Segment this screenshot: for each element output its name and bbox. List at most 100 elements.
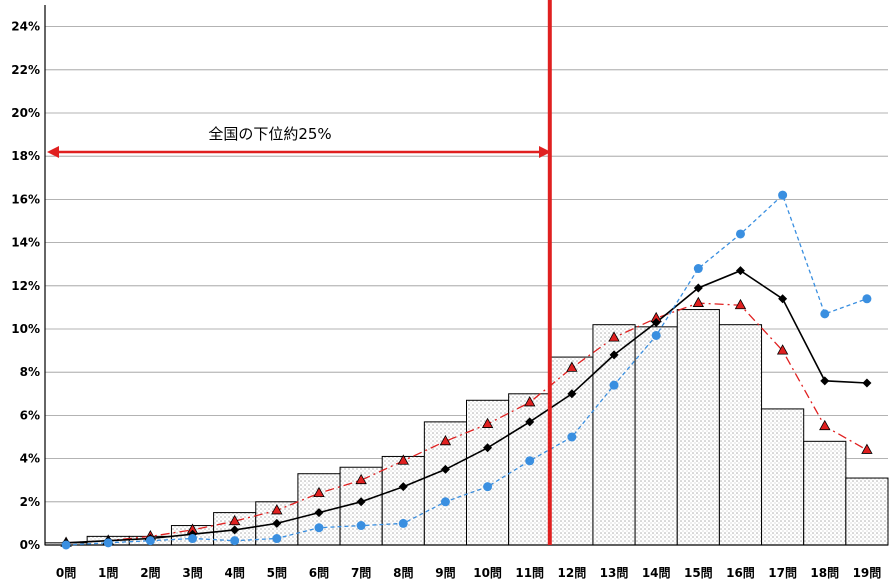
circle-marker [314, 523, 324, 533]
x-tick-label: 19問 [853, 566, 882, 580]
triangle-marker [355, 473, 367, 485]
y-tick-label: 0% [20, 538, 40, 552]
x-tick-label: 6問 [309, 566, 329, 580]
bar [803, 440, 847, 546]
series-line-diamond [66, 269, 867, 544]
diamond-marker [862, 378, 872, 388]
series-markers [60, 190, 873, 550]
series-line-circle [66, 193, 868, 546]
triangle-marker [439, 434, 452, 446]
diamond-marker [440, 464, 450, 474]
triangle-marker [734, 298, 747, 310]
y-tick-label: 16% [11, 192, 40, 206]
bar [676, 309, 720, 546]
diamond-marker [567, 389, 577, 399]
x-tick-label: 0問 [56, 566, 76, 580]
circle-marker [61, 540, 71, 550]
x-tick-label: 2問 [140, 566, 160, 580]
diamond-marker [820, 376, 830, 386]
diamond-marker [651, 318, 661, 328]
circle-marker [145, 536, 155, 546]
x-tick-label: 12問 [558, 566, 587, 580]
triangle-marker [271, 504, 283, 515]
bar [381, 455, 425, 546]
triangle-marker [608, 331, 620, 342]
x-tick-label: 5問 [267, 566, 287, 580]
circle-marker [567, 432, 577, 442]
bar [718, 324, 763, 546]
x-tick-label: 3問 [182, 566, 202, 580]
triangle-marker [481, 417, 494, 428]
x-tick-label: 7問 [351, 566, 371, 580]
triangle-marker [566, 361, 578, 372]
arrow-head-right [539, 146, 551, 158]
y-tick-label: 14% [11, 236, 40, 250]
arrow-head-left [47, 146, 59, 158]
y-tick-label: 22% [11, 63, 40, 77]
circle-marker [862, 294, 872, 304]
diamond-marker [230, 525, 240, 535]
tick-labels: 0% 2% 4% 6% 8% 10% 12% 14% 16% 18% 20% 22% 24% 0問 1問 2問… [11, 20, 881, 580]
series-lines [66, 193, 868, 546]
y-tick-label: 12% [11, 279, 40, 293]
diamond-marker [398, 482, 408, 492]
triangle-marker [228, 514, 241, 526]
y-tick-label: 2% [20, 495, 40, 509]
x-tick-label: 10問 [473, 566, 502, 580]
bar [845, 477, 889, 546]
bars [44, 309, 889, 546]
diamond-marker [693, 283, 703, 293]
y-tick-label: 24% [11, 20, 40, 34]
annotation: 全国の下位約25% [47, 0, 552, 545]
x-tick-label: 15問 [684, 566, 713, 580]
circle-marker [651, 330, 661, 340]
x-tick-label: 18問 [810, 566, 839, 580]
bar [634, 326, 678, 546]
triangle-marker [397, 454, 409, 465]
x-tick-label: 9問 [435, 566, 455, 580]
diamond-marker [483, 443, 493, 453]
circle-marker [103, 538, 113, 548]
diamond-marker [778, 294, 788, 304]
triangle-marker [861, 443, 873, 454]
circle-marker [440, 497, 450, 507]
x-tick-label: 11問 [515, 566, 544, 580]
bar [592, 324, 636, 546]
y-tick-label: 4% [20, 452, 40, 466]
triangle-marker [313, 486, 325, 498]
diamond-marker [525, 417, 535, 427]
circle-marker [735, 229, 745, 239]
circle-marker [188, 534, 198, 544]
y-tick-label: 10% [11, 322, 40, 336]
x-tick-label: 14問 [642, 566, 671, 580]
triangle-marker [819, 419, 831, 431]
y-tick-label: 6% [20, 408, 40, 422]
series-line-triangle [66, 302, 868, 544]
x-tick-label: 8問 [393, 566, 413, 580]
circle-marker [483, 482, 493, 492]
y-tick-label: 8% [20, 365, 40, 379]
diamond-marker [314, 508, 324, 518]
x-tick-label: 13問 [600, 566, 629, 580]
bar [550, 356, 594, 546]
circle-marker [820, 309, 830, 319]
y-tick-label: 20% [11, 106, 40, 120]
circle-marker [778, 190, 788, 200]
axes [44, 5, 888, 546]
gridlines [45, 26, 888, 503]
x-tick-label: 4問 [224, 566, 244, 580]
bar [761, 408, 805, 546]
circle-marker [356, 521, 366, 531]
diamond-marker [735, 266, 745, 276]
triangle-marker [524, 396, 536, 407]
circle-marker [272, 534, 282, 544]
y-tick-label: 18% [11, 149, 40, 163]
x-tick-label: 17問 [768, 566, 797, 580]
triangle-marker [776, 344, 789, 355]
x-tick-label: 16問 [726, 566, 755, 580]
circle-marker [525, 456, 535, 466]
circle-marker [693, 264, 703, 274]
diamond-marker [609, 350, 619, 360]
x-tick-label: 1問 [98, 566, 118, 580]
